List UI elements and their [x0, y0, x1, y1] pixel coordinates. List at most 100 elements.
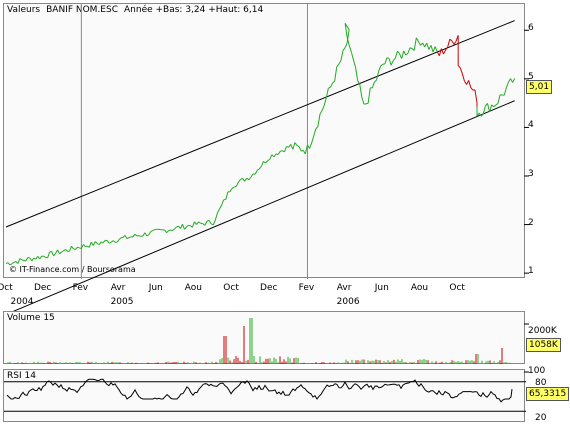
- price-segment: [164, 229, 168, 234]
- price-segment: [194, 221, 197, 225]
- price-segment: [118, 237, 122, 241]
- price-segment: [235, 182, 239, 187]
- price-segment: [426, 42, 430, 50]
- price-segment: [334, 66, 338, 82]
- trend-channel-line: [5, 20, 515, 228]
- price-segment: [263, 160, 266, 164]
- rsi-tick-100: 100: [528, 366, 546, 376]
- trend-channel-line: [5, 100, 515, 315]
- price-segment: [466, 80, 470, 85]
- price-segment: [126, 237, 130, 240]
- price-segment: [298, 146, 302, 152]
- price-segment: [321, 105, 325, 111]
- price-segment: [371, 81, 375, 89]
- price-segment: [204, 221, 208, 226]
- price-segment: [424, 42, 428, 48]
- price-segment: [110, 240, 114, 243]
- price-segment: [317, 114, 321, 127]
- y-tick-label: 1: [528, 266, 534, 277]
- price-segment: [384, 57, 388, 65]
- price-chart-panel: Valeurs BANIF NOM.ESC Année +Bas: 3,24 +Ha…: [3, 3, 529, 315]
- price-segment: [491, 104, 495, 108]
- price-segment: [144, 232, 148, 237]
- x-tick-label: Dec: [33, 283, 52, 293]
- price-segment: [304, 144, 308, 155]
- year-label: 2006: [336, 297, 360, 307]
- price-segment: [254, 170, 258, 175]
- price-segment: [49, 250, 52, 253]
- price-segment: [82, 244, 86, 247]
- price-segment: [340, 50, 344, 61]
- price-segment: [196, 221, 199, 225]
- price-segment: [29, 257, 33, 262]
- price-segment: [166, 230, 169, 234]
- price-segment: [242, 178, 246, 182]
- price-segment: [80, 244, 84, 249]
- price-segment: [265, 160, 269, 164]
- price-segment: [330, 82, 334, 88]
- price-segment: [7, 262, 11, 266]
- price-segment: [65, 249, 68, 252]
- price-segment: [98, 241, 102, 245]
- price-segment: [311, 135, 315, 144]
- price-segment: [219, 204, 223, 210]
- price-segment: [73, 248, 76, 250]
- range-label: Année +Bas: 3,24 +Haut: 6,14: [124, 5, 264, 15]
- price-segment: [260, 161, 264, 167]
- price-segment: [388, 58, 392, 66]
- price-segment: [11, 261, 15, 265]
- price-segment: [108, 241, 112, 244]
- price-segment: [53, 253, 56, 257]
- rsi-line: [6, 378, 513, 403]
- price-segment: [390, 60, 394, 66]
- price-segment: [401, 50, 405, 59]
- price-segment: [355, 67, 359, 81]
- price-segment: [348, 45, 352, 53]
- price-segment: [172, 228, 175, 231]
- volume-tick: 2000K: [528, 326, 557, 336]
- price-segment: [445, 46, 449, 51]
- price-segment: [47, 251, 51, 258]
- price-segment: [55, 249, 58, 254]
- price-segment: [344, 23, 350, 30]
- price-segment: [313, 128, 317, 137]
- price-segment: [361, 97, 365, 105]
- price-segment: [21, 259, 25, 261]
- price-segment: [33, 257, 36, 260]
- price-segment: [9, 263, 13, 266]
- instrument-name: BANIF NOM.ESC: [46, 5, 118, 15]
- price-segment: [184, 226, 187, 230]
- price-segment: [376, 70, 380, 81]
- price-segment: [497, 94, 501, 104]
- x-tick-label: Fev: [72, 283, 89, 293]
- price-segment: [142, 232, 146, 237]
- price-segment: [480, 113, 484, 117]
- price-segment: [61, 250, 64, 253]
- price-segment: [449, 38, 453, 42]
- price-segment: [112, 240, 116, 243]
- price-segment: [79, 247, 82, 249]
- price-segment: [397, 50, 400, 55]
- price-segment: [378, 65, 382, 72]
- price-segment: [294, 142, 298, 146]
- price-segment: [240, 177, 243, 180]
- price-segment: [186, 224, 189, 228]
- price-segment: [229, 188, 233, 192]
- price-segment: [336, 63, 340, 67]
- price-segment: [436, 51, 440, 57]
- price-segment: [428, 45, 432, 50]
- price-segment: [225, 191, 229, 200]
- price-segment: [116, 239, 120, 243]
- price-segment: [365, 102, 369, 105]
- price-segment: [505, 81, 509, 89]
- price-segment: [13, 261, 17, 263]
- price-segment: [17, 258, 21, 264]
- price-segment: [102, 240, 106, 244]
- price-segment: [296, 144, 300, 148]
- price-segment: [25, 257, 29, 262]
- price-segment: [459, 67, 463, 74]
- price-segment: [319, 110, 323, 115]
- price-segment: [417, 41, 421, 46]
- price-segment: [277, 151, 281, 155]
- price-segment: [510, 78, 514, 83]
